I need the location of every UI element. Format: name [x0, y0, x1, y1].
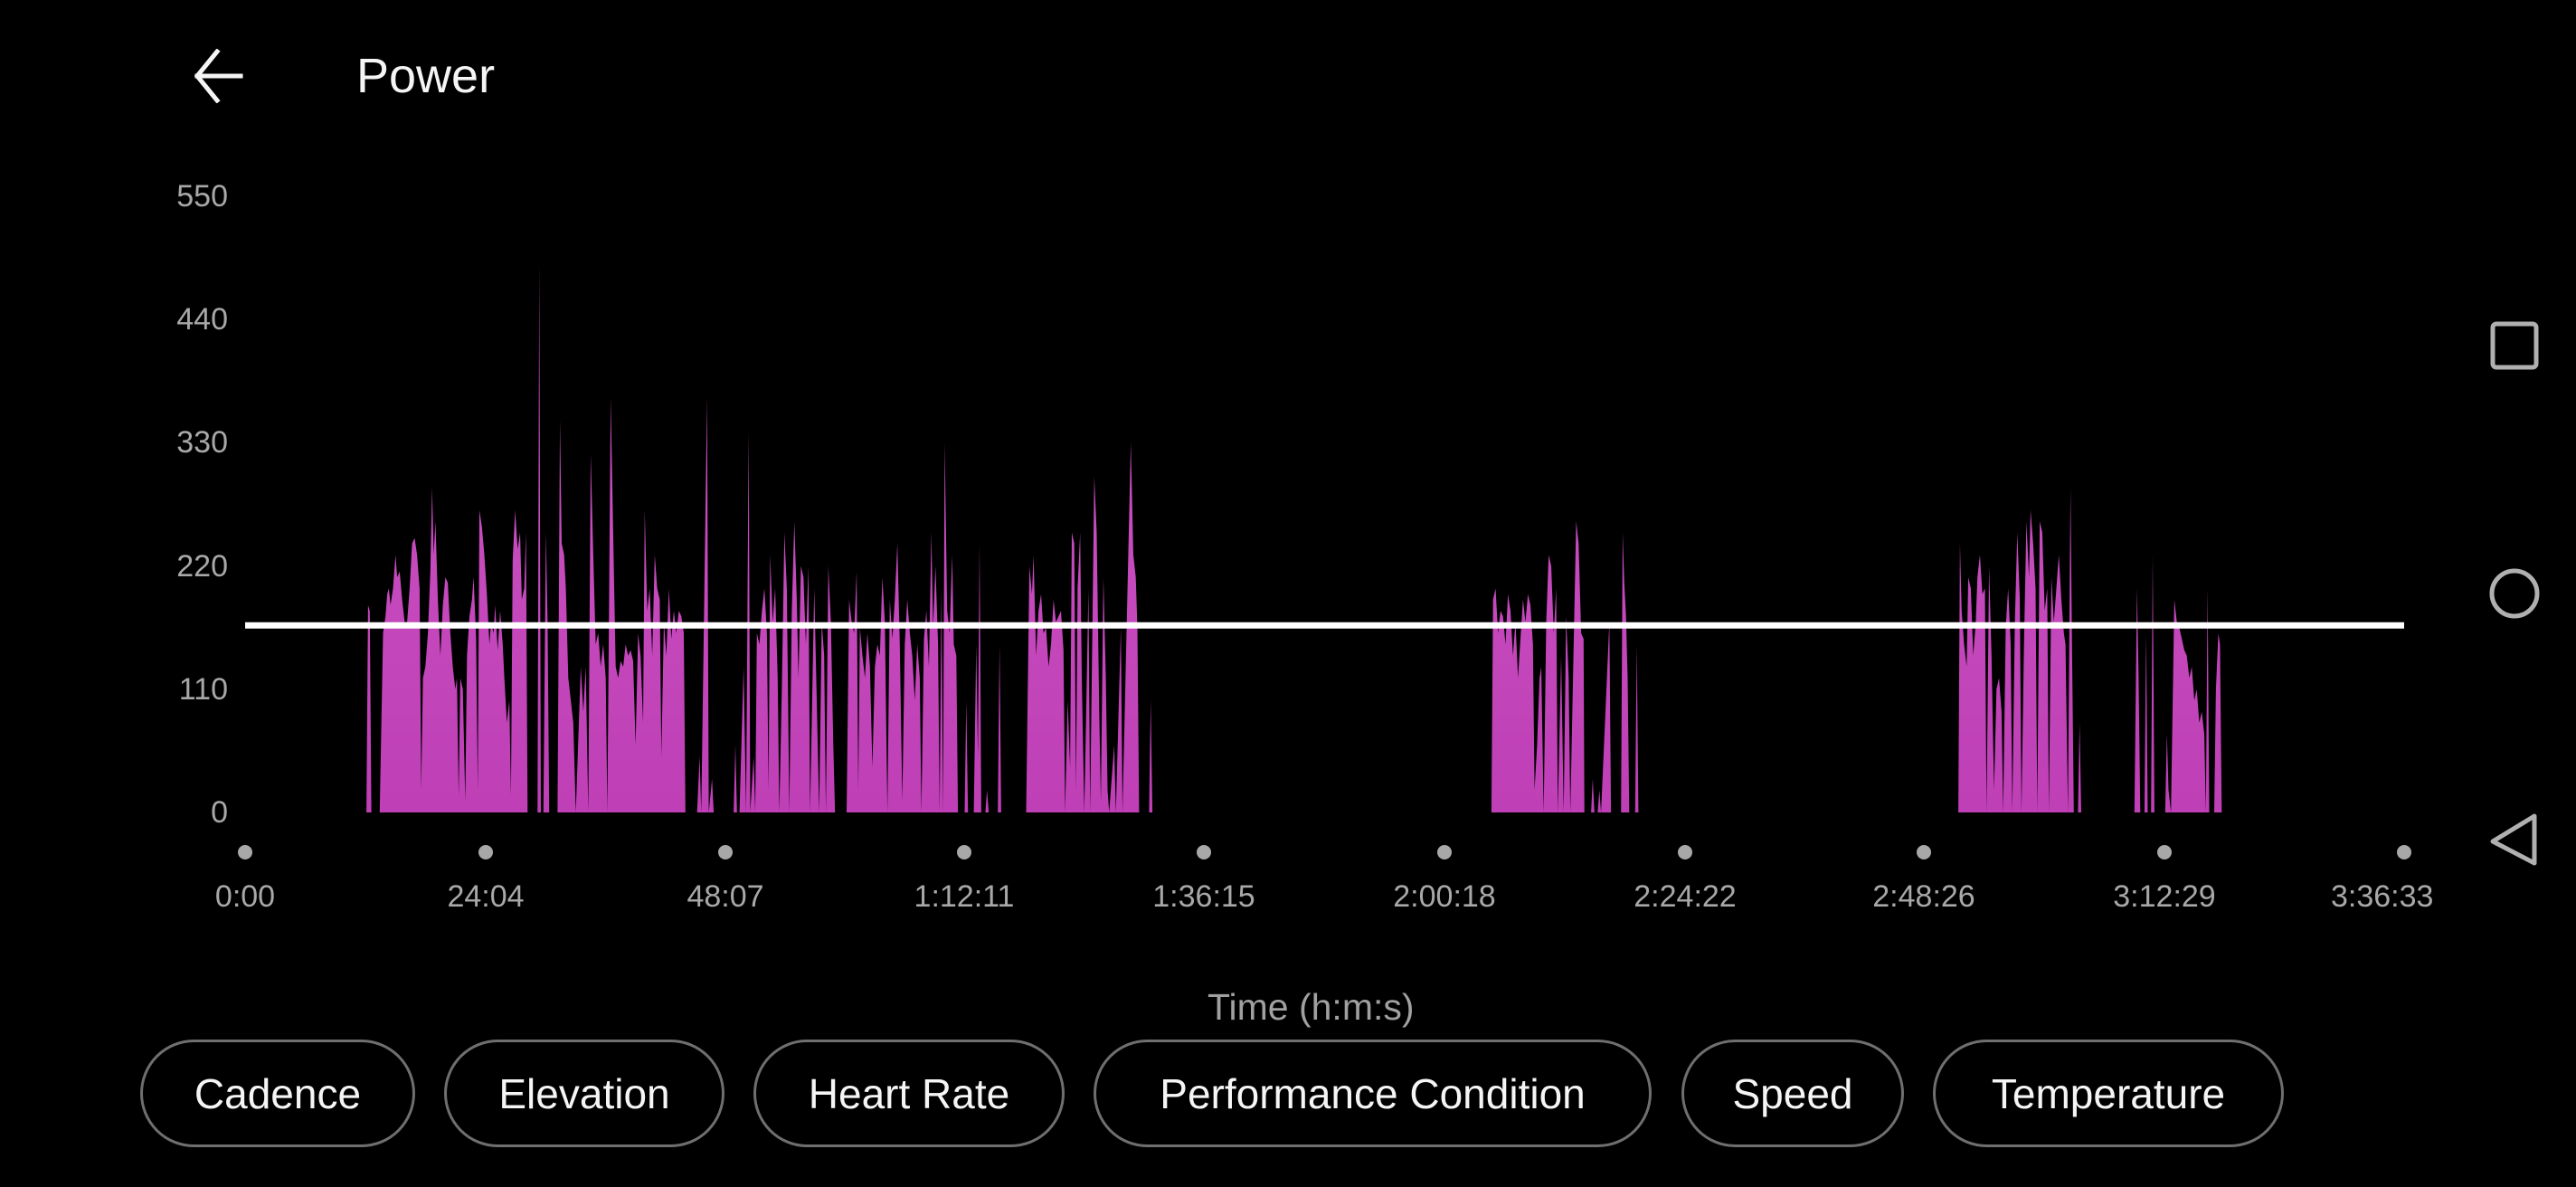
x-tick-label: 3:36:33 [2331, 879, 2434, 914]
arrow-left-icon [194, 49, 243, 103]
y-tick-label: 110 [178, 672, 228, 707]
y-tick-label: 220 [176, 549, 228, 584]
circle-icon [2489, 568, 2540, 619]
chip-label: Heart Rate [808, 1069, 1010, 1117]
x-tick-dot [2157, 845, 2172, 859]
x-tick-label: 1:36:15 [1152, 879, 1255, 914]
y-tick-label: 440 [176, 302, 228, 337]
chip-speed[interactable]: Speed [1681, 1040, 1904, 1147]
x-tick-dot [1917, 845, 1931, 859]
x-tick-label: 24:04 [447, 879, 525, 914]
recents-button[interactable] [2469, 300, 2560, 391]
chip-label: Temperature [1991, 1069, 2226, 1117]
x-tick-dot [2397, 845, 2411, 859]
x-tick-dot [1678, 845, 1692, 859]
x-tick-label: 2:48:26 [1872, 879, 1975, 914]
home-button[interactable] [2469, 548, 2560, 639]
chip-performance-condition[interactable]: Performance Condition [1094, 1040, 1652, 1147]
chip-label: Elevation [498, 1069, 670, 1117]
chip-cadence[interactable]: Cadence [140, 1040, 415, 1147]
chip-temperature[interactable]: Temperature [1933, 1040, 2284, 1147]
chip-label: Cadence [194, 1069, 362, 1117]
system-back-button[interactable] [2469, 794, 2560, 885]
x-tick-dot [718, 845, 733, 859]
y-tick-label: 0 [211, 795, 228, 830]
page-title: Power [356, 49, 496, 103]
x-tick-dot [1197, 845, 1211, 859]
x-tick-label: 2:24:22 [1634, 879, 1737, 914]
chip-heart-rate[interactable]: Heart Rate [753, 1040, 1065, 1147]
chip-label: Performance Condition [1160, 1069, 1586, 1117]
x-tick-dot [957, 845, 971, 859]
x-axis-title: Time (h:m:s) [1208, 986, 1415, 1028]
triangle-back-icon [2490, 813, 2537, 866]
x-tick-label: 1:12:11 [914, 879, 1015, 914]
y-tick-label: 550 [176, 179, 228, 214]
x-tick-label: 3:12:29 [2113, 879, 2216, 914]
x-tick-label: 0:00 [214, 879, 276, 914]
x-tick-label: 2:00:18 [1393, 879, 1496, 914]
y-tick-label: 330 [176, 425, 228, 460]
power-area-series [245, 263, 2404, 812]
x-tick-dot [478, 845, 493, 859]
chip-label: Speed [1732, 1069, 1853, 1117]
back-button[interactable] [181, 40, 253, 112]
power-area-path [245, 263, 2404, 812]
x-tick-dot [1437, 845, 1452, 859]
square-icon [2490, 321, 2539, 370]
x-tick-label: 48:07 [687, 879, 764, 914]
x-tick-dot [238, 845, 252, 859]
chip-elevation[interactable]: Elevation [444, 1040, 724, 1147]
